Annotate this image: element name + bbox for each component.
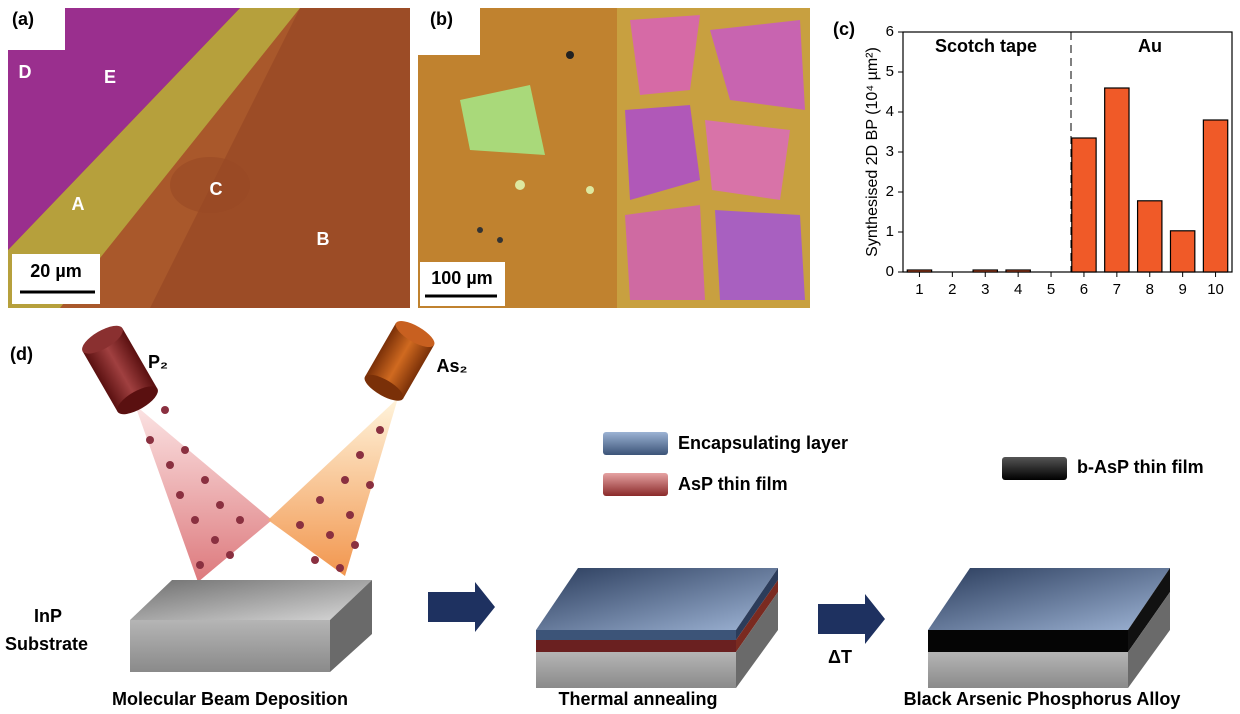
x-tick-label: 2 (948, 281, 956, 298)
substrate-label: Substrate (5, 634, 88, 654)
bar (1138, 201, 1162, 272)
bar-chart: 0 1 2 3 4 5 6 1 2 3 4 5 6 7 8 9 10 (886, 23, 1228, 298)
y-tick-label: 4 (886, 103, 894, 120)
x-tick-label: 3 (981, 281, 989, 298)
arrow (818, 594, 885, 644)
panel-label: (d) (10, 344, 33, 364)
figure: D E A C B 20 µm (a) 100 µm (b) (c) Synth… (0, 0, 1240, 714)
source-label: P₂ (148, 352, 168, 372)
region-label: E (104, 67, 116, 87)
bar (1072, 138, 1096, 272)
panel-label: (a) (12, 9, 34, 29)
region-label: A (72, 194, 85, 214)
micrograph-b (418, 8, 810, 308)
beam-as (268, 398, 398, 576)
x-tick-label: 6 (1080, 281, 1088, 298)
bar (907, 270, 931, 272)
step-caption: Molecular Beam Deposition (112, 689, 348, 709)
x-tick-label: 10 (1207, 281, 1224, 298)
scale-bar-label: 20 µm (30, 261, 81, 281)
source-label: As₂ (436, 356, 467, 376)
x-tick-label: 1 (915, 281, 923, 298)
bar (1203, 120, 1227, 272)
y-tick-label: 1 (886, 223, 894, 240)
legend-swatch (603, 473, 668, 496)
source-as (361, 316, 438, 406)
step-caption: Thermal annealing (558, 689, 717, 709)
bar (973, 270, 997, 272)
substrate (130, 580, 372, 672)
y-tick-label: 3 (886, 143, 894, 160)
b-asp-film (928, 568, 1170, 688)
bar (1006, 270, 1030, 272)
beam-p (135, 405, 272, 582)
substrate-label: InP (34, 606, 62, 626)
legend-swatch (1002, 457, 1067, 480)
bar (1170, 231, 1194, 272)
y-tick-label: 0 (886, 263, 894, 280)
y-tick-label: 5 (886, 63, 894, 80)
legend-label: AsP thin film (678, 474, 788, 494)
legend-label: b-AsP thin film (1077, 457, 1204, 477)
heat-label: ΔT (828, 647, 852, 667)
annotation: Scotch tape (935, 36, 1037, 56)
y-tick-label: 2 (886, 183, 894, 200)
x-tick-label: 5 (1047, 281, 1055, 298)
annotation: Au (1138, 36, 1162, 56)
x-tick-label: 4 (1014, 281, 1022, 298)
x-tick-label: 7 (1113, 281, 1121, 298)
arrow (428, 582, 495, 632)
scale-bar-label: 100 µm (431, 268, 492, 288)
region-label: B (317, 229, 330, 249)
x-tick-label: 8 (1146, 281, 1154, 298)
y-tick-label: 6 (886, 23, 894, 40)
region-label: D (19, 62, 32, 82)
bar (1105, 88, 1129, 272)
encapsulated-film (536, 568, 778, 688)
region-label: C (210, 179, 223, 199)
panel-label: (b) (430, 9, 453, 29)
y-axis-label: Synthesised 2D BP (10⁴ µm²) (864, 47, 881, 257)
legend-label: Encapsulating layer (678, 433, 848, 453)
step-caption: Black Arsenic Phosphorus Alloy (904, 689, 1181, 709)
panel-label: (c) (833, 19, 855, 39)
x-tick-label: 9 (1178, 281, 1186, 298)
legend-swatch (603, 432, 668, 455)
